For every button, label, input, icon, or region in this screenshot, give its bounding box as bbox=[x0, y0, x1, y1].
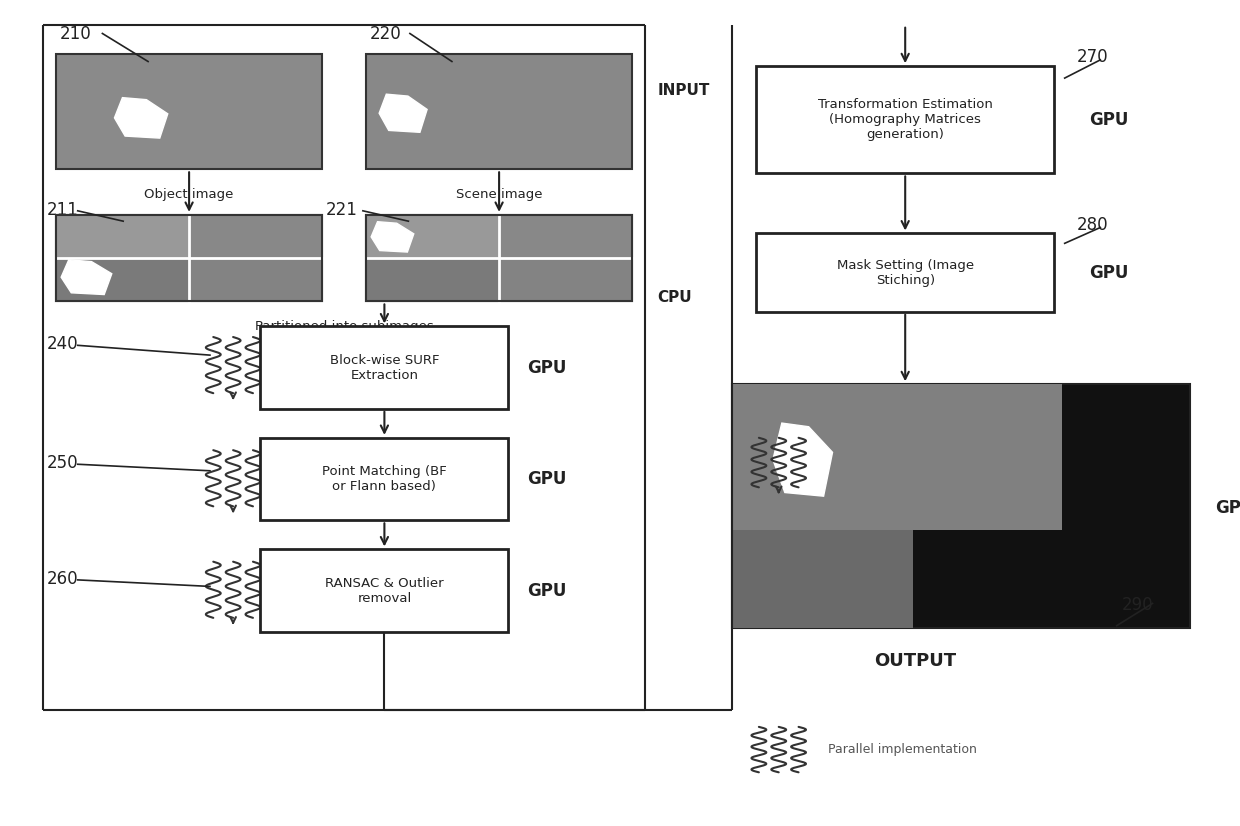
Bar bbox=[756, 233, 1054, 312]
Bar bbox=[56, 54, 322, 169]
Bar bbox=[366, 215, 632, 301]
Bar bbox=[732, 384, 1190, 628]
Bar bbox=[366, 54, 632, 169]
Bar bbox=[56, 215, 190, 258]
Bar bbox=[732, 384, 1061, 530]
Bar bbox=[366, 215, 632, 301]
Text: OUTPUT: OUTPUT bbox=[874, 652, 956, 670]
Text: 260: 260 bbox=[47, 570, 79, 588]
Text: Parallel implementation: Parallel implementation bbox=[828, 743, 977, 756]
Bar bbox=[498, 258, 632, 301]
Text: 290: 290 bbox=[1122, 596, 1154, 615]
Text: GPU: GPU bbox=[1215, 499, 1240, 517]
Text: Partitioned into subimages: Partitioned into subimages bbox=[254, 320, 434, 333]
Text: GPU: GPU bbox=[527, 358, 567, 377]
Bar bbox=[260, 549, 508, 632]
Text: 221: 221 bbox=[326, 201, 358, 219]
Bar bbox=[260, 326, 508, 409]
Polygon shape bbox=[773, 423, 832, 496]
Text: Mask Setting (Image
Stiching): Mask Setting (Image Stiching) bbox=[837, 259, 973, 287]
Bar bbox=[756, 66, 1054, 173]
Polygon shape bbox=[61, 260, 112, 295]
Text: Transformation Estimation
(Homography Matrices
generation): Transformation Estimation (Homography Ma… bbox=[817, 98, 993, 141]
Text: 280: 280 bbox=[1076, 216, 1109, 235]
Text: 211: 211 bbox=[47, 201, 79, 219]
Text: Object image: Object image bbox=[144, 188, 234, 201]
Text: GPU: GPU bbox=[1089, 111, 1128, 129]
Text: CPU: CPU bbox=[657, 290, 692, 305]
Bar bbox=[188, 258, 322, 301]
Bar bbox=[56, 215, 322, 301]
Text: RANSAC & Outlier
removal: RANSAC & Outlier removal bbox=[325, 577, 444, 605]
Bar bbox=[498, 215, 632, 258]
Text: GPU: GPU bbox=[527, 582, 567, 600]
Polygon shape bbox=[379, 94, 427, 132]
Bar bbox=[366, 215, 498, 258]
Text: GPU: GPU bbox=[527, 470, 567, 488]
Text: Block-wise SURF
Extraction: Block-wise SURF Extraction bbox=[330, 354, 439, 382]
Bar bbox=[366, 258, 498, 301]
Bar bbox=[188, 215, 322, 258]
Text: 250: 250 bbox=[47, 454, 79, 472]
Bar bbox=[56, 258, 190, 301]
Polygon shape bbox=[371, 221, 414, 252]
Text: INPUT: INPUT bbox=[657, 83, 709, 98]
Text: 210: 210 bbox=[60, 25, 92, 43]
Bar bbox=[56, 215, 322, 301]
Text: Point Matching (BF
or Flann based): Point Matching (BF or Flann based) bbox=[322, 465, 446, 493]
Polygon shape bbox=[114, 97, 167, 138]
Text: Scene image: Scene image bbox=[456, 188, 542, 201]
Text: 270: 270 bbox=[1076, 48, 1109, 66]
Text: GPU: GPU bbox=[1089, 263, 1128, 282]
Bar bbox=[260, 438, 508, 520]
Text: 220: 220 bbox=[370, 25, 402, 43]
Bar bbox=[732, 530, 914, 628]
Text: 240: 240 bbox=[47, 335, 79, 353]
